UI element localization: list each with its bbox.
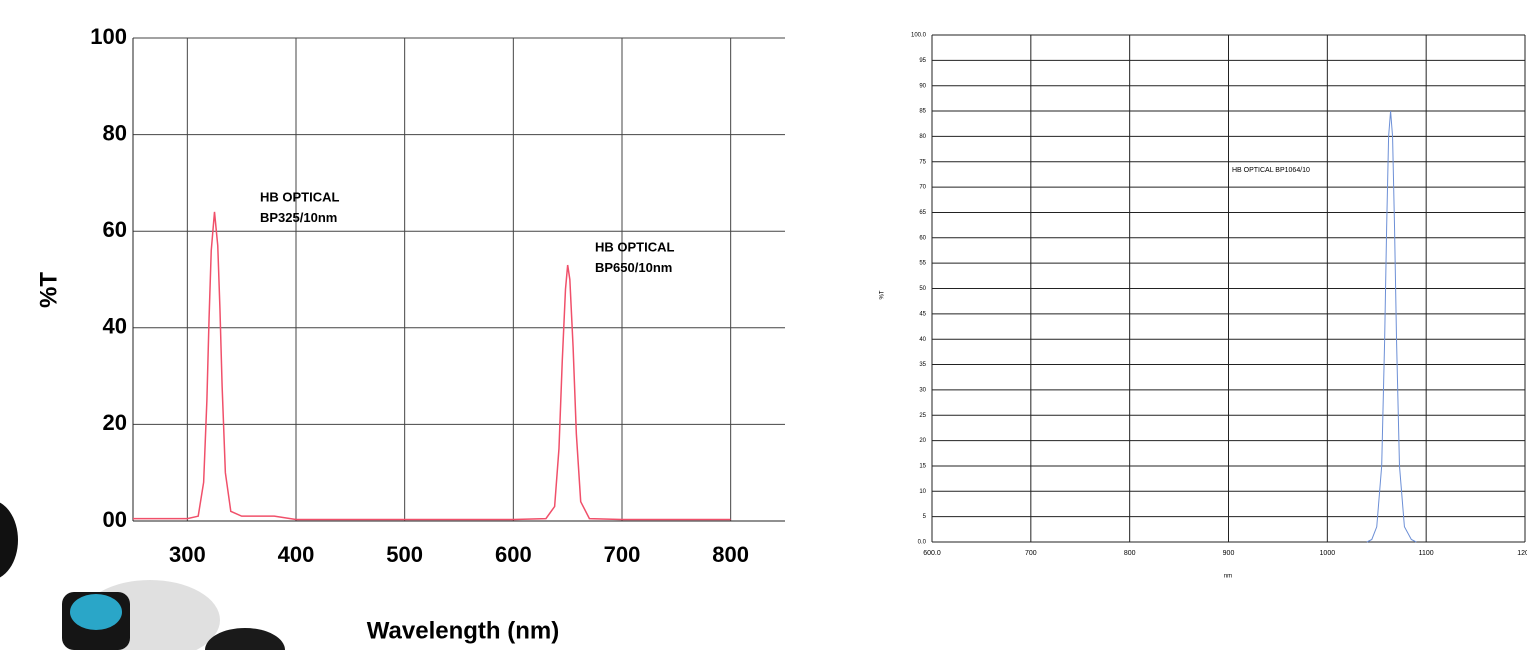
- y-tick-label: 50: [919, 286, 926, 292]
- y-tick-label: 70: [919, 185, 926, 191]
- y-tick-label: 75: [919, 159, 926, 165]
- annotation: BP325/10nm: [260, 210, 337, 225]
- y-tick-label: 55: [919, 261, 926, 267]
- y-tick-label: 45: [919, 311, 926, 317]
- y-tick-label: 40: [103, 314, 127, 339]
- y-tick-label: 5: [923, 514, 927, 520]
- x-tick-label: 600: [495, 542, 532, 567]
- y-tick-label: 20: [919, 438, 926, 444]
- x-tick-label: 800: [1124, 550, 1136, 557]
- y-axis-label: %T: [35, 272, 62, 308]
- x-tick-label: 300: [169, 542, 206, 567]
- x-axis-label: nm: [1224, 574, 1232, 580]
- y-tick-label: 60: [919, 235, 926, 241]
- x-tick-label: 800: [712, 542, 749, 567]
- annotation: HB OPTICAL: [595, 239, 675, 254]
- y-tick-label: 25: [919, 413, 926, 419]
- x-tick-label: 1100: [1419, 550, 1434, 557]
- x-tick-label: 700: [604, 542, 641, 567]
- annotation: BP650/10nm: [595, 260, 672, 275]
- x-tick-label: 500: [386, 542, 423, 567]
- data-line: [133, 211, 731, 521]
- y-tick-label: 80: [103, 120, 127, 145]
- y-tick-label: 100.0: [911, 33, 927, 39]
- y-tick-label: 15: [919, 464, 926, 470]
- x-tick-label: 700: [1025, 550, 1037, 557]
- y-tick-label: 40: [919, 337, 926, 343]
- x-tick-label: 1000: [1320, 550, 1336, 557]
- photo-decoration: [0, 502, 285, 650]
- x-tick-label: 400: [278, 542, 315, 567]
- annotation: HB OPTICAL BP1064/10: [1232, 167, 1310, 174]
- y-axis-label: %T: [880, 290, 886, 299]
- y-tick-label: 85: [919, 109, 926, 115]
- y-tick-label: 80: [919, 134, 926, 140]
- x-axis-label: Wavelength (nm): [367, 617, 559, 644]
- x-tick-label: 1200: [1517, 550, 1527, 557]
- y-tick-label: 10: [919, 489, 926, 495]
- data-line: [1366, 111, 1417, 543]
- x-tick-label: 900: [1223, 550, 1235, 557]
- y-tick-label: 0.0: [918, 540, 927, 546]
- y-tick-label: 60: [103, 217, 127, 242]
- y-tick-label: 90: [919, 83, 926, 89]
- y-tick-label: 100: [90, 24, 127, 49]
- y-tick-label: 35: [919, 362, 926, 368]
- y-tick-label: 20: [103, 410, 127, 435]
- annotation: HB OPTICAL: [260, 189, 340, 204]
- y-tick-label: 00: [103, 507, 127, 532]
- y-tick-label: 30: [919, 387, 926, 393]
- y-tick-label: 95: [919, 58, 926, 64]
- y-tick-label: 65: [919, 210, 926, 216]
- x-tick-label: 600.0: [923, 550, 941, 557]
